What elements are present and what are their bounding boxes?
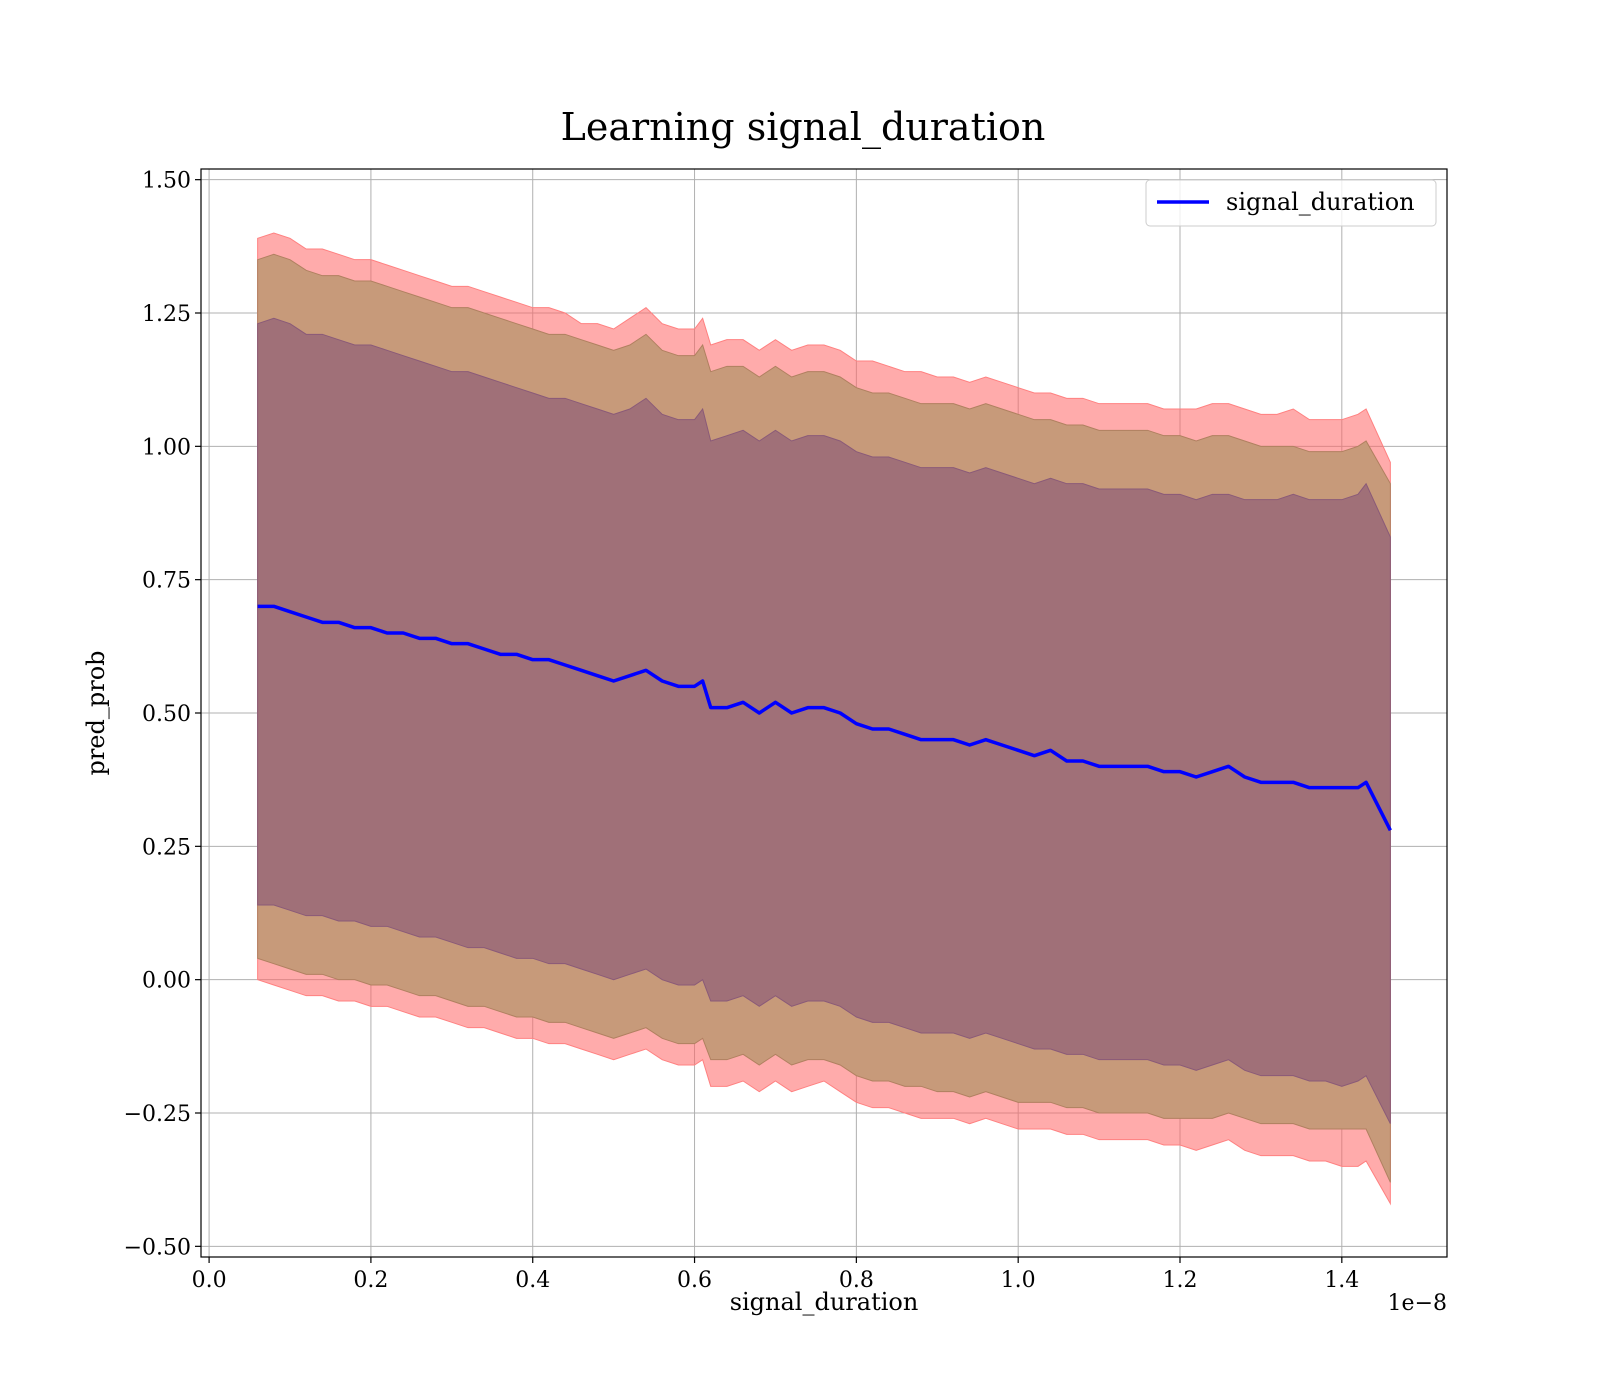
series-line-signal-duration	[257, 604, 1392, 832]
x-tick-label: 0.2	[353, 1268, 388, 1293]
y-tick-label: 1.25	[142, 302, 191, 327]
chart-title: Learning signal_duration	[561, 105, 1046, 150]
y-tick-label: 0.50	[142, 702, 191, 727]
y-tick-label: −0.50	[124, 1235, 191, 1260]
x-scale-offset-label: 1e−8	[1388, 1291, 1447, 1316]
band-inner-area	[257, 317, 1391, 1124]
x-tick-label: 0.6	[677, 1268, 712, 1293]
y-tick-label: 0.00	[142, 969, 191, 994]
x-tick-label: 0.4	[515, 1268, 550, 1293]
legend-frame	[1145, 179, 1437, 227]
y-tick-label: 1.50	[142, 169, 191, 194]
x-tick-label: 0.0	[192, 1268, 227, 1293]
legend: signal_duration	[1145, 179, 1437, 227]
legend-label-signal-duration: signal_duration	[1226, 188, 1415, 216]
line-layer	[257, 604, 1392, 832]
x-axis-label: signal_duration	[730, 1288, 919, 1316]
y-tick-label: 0.75	[142, 569, 191, 594]
y-tick-label: −0.25	[124, 1102, 191, 1127]
band-layer	[257, 232, 1391, 1206]
y-tick-label: 0.25	[142, 835, 191, 860]
tick-layer: 0.0 0.2 0.4 0.6 0.8 1.0 1.2 1.4 −0.50 −0.25 0.00 0.…	[124, 169, 1360, 1293]
x-tick-label: 1.2	[1163, 1268, 1198, 1293]
y-axis-label: pred_prob	[82, 650, 110, 775]
y-tick-label: 1.00	[142, 435, 191, 460]
x-tick-label: 1.4	[1324, 1268, 1359, 1293]
x-tick-label: 0.8	[839, 1268, 874, 1293]
plot-frame	[200, 168, 1448, 1258]
x-tick-label: 1.0	[1001, 1268, 1036, 1293]
